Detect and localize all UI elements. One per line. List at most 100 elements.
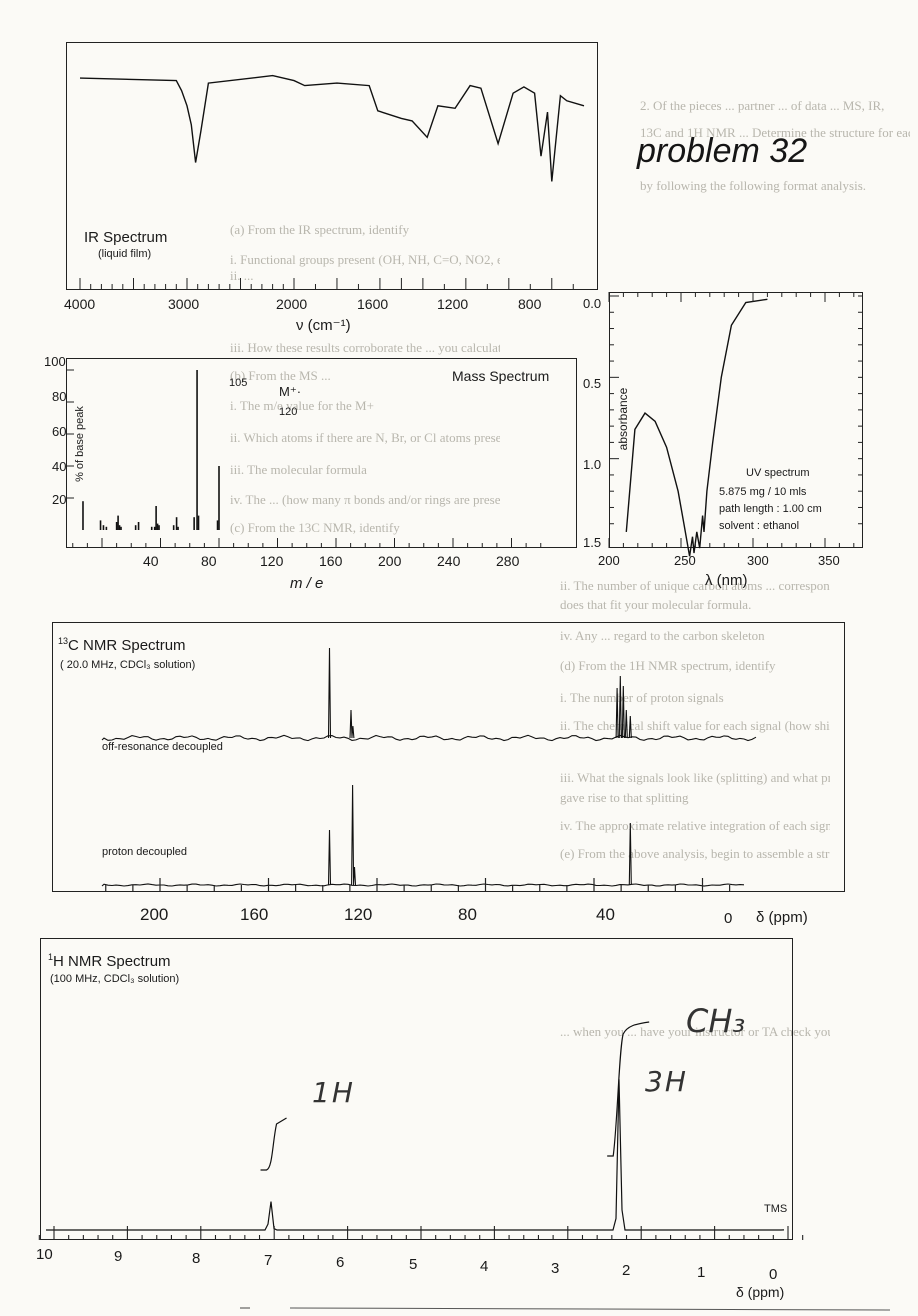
background-text-line: iv. The ... (how many π bonds and/or rin… [230, 492, 500, 507]
h1-tms-label: TMS [764, 1203, 788, 1215]
uv-y-tick: 0.0 [583, 296, 602, 311]
uv-y-tick: 1.0 [583, 457, 602, 472]
uv-legend-solvent: solvent : ethanol [719, 520, 800, 532]
ms-x-tick: 40 [143, 553, 159, 569]
ir-subtitle: (liquid film) [98, 248, 152, 260]
h1-x-tick: 0 [769, 1266, 778, 1283]
uv-y-tick: 1.5 [583, 535, 602, 550]
background-text-line: (e) From the above analysis, begin to as… [560, 846, 830, 861]
uv-legend-concentration: 5.875 mg / 10 mls [719, 486, 807, 498]
ms-y-tick: 40 [52, 459, 67, 474]
page-bottom-rule [240, 1307, 891, 1311]
h1-title-text: H NMR Spectrum [53, 953, 171, 970]
h1-x-tick: 4 [480, 1258, 489, 1275]
h1-x-tick: 1 [697, 1264, 706, 1281]
ir-plot-frame [66, 42, 598, 290]
ir-title: IR Spectrum [84, 229, 168, 246]
h1-x-tick: 7 [264, 1252, 273, 1269]
ms-y-tick: 60 [52, 424, 67, 439]
h1-annotation-ch3: CH₃ [686, 1002, 746, 1040]
background-text-line: iii. How these results corroborate the .… [230, 340, 500, 355]
background-text-line: ii. The number of unique carbon atoms ..… [560, 578, 830, 593]
uv-x-tick: 250 [674, 553, 696, 568]
background-text-line: gave rise to that splitting [560, 790, 689, 805]
background-text-line: iii. The molecular formula [230, 462, 367, 477]
background-text-line: (b) From the MS ... [230, 368, 331, 383]
ms-molecular-ion-value: 120 [279, 406, 298, 418]
c13-x-tick: 80 [458, 905, 477, 924]
background-text-line: ii. Which atoms if there are N, Br, or C… [230, 430, 500, 445]
ms-spectrum-plot [66, 369, 542, 548]
background-text-line: 2. Of the pieces ... partner ... of data… [640, 98, 885, 113]
c13-x-axis-label: δ (ppm) [756, 909, 808, 926]
h1-spectrum-plot [38, 1021, 804, 1240]
ms-x-tick: 80 [201, 553, 217, 569]
c13-offres-label: off-resonance decoupled [102, 741, 223, 753]
background-text-line: iv. Any ... regard to the carbon skeleto… [560, 628, 765, 643]
background-text-line: i. Functional groups present (OH, NH, C=… [230, 252, 500, 267]
c13-title: 13C NMR Spectrum [58, 636, 186, 654]
h1-x-tick: 5 [409, 1256, 418, 1273]
uv-y-axis-label: absorbance [616, 387, 630, 451]
uv-spectrum-plot [608, 292, 863, 557]
c13-x-tick: 160 [240, 905, 269, 924]
uv-legend-title: UV spectrum [746, 467, 810, 479]
h1-subtitle: (100 MHz, CDCl₃ solution) [50, 973, 180, 985]
background-text-line: ii. ... [230, 268, 254, 283]
ir-tick-label: 2000 [276, 296, 308, 312]
uv-x-tick: 350 [818, 553, 840, 568]
uv-plot-frame [609, 292, 863, 548]
h1-x-tick: 6 [336, 1254, 345, 1271]
c13-title-text: C NMR Spectrum [68, 637, 186, 654]
c13-title-superscript: 13 [58, 636, 69, 646]
h1-x-tick: 2 [622, 1262, 631, 1279]
background-text-line: ... when you ... have your instructor or… [560, 1024, 830, 1039]
h1-annotation-1h: 1H [312, 1076, 355, 1109]
ir-spectrum-plot [79, 74, 585, 290]
c13-x-tick: 120 [344, 905, 373, 924]
c13-subtitle: ( 20.0 MHz, CDCl₃ solution) [60, 659, 196, 671]
ms-molecular-ion-label: M⁺· [279, 384, 302, 399]
ir-tick-label: 1600 [357, 296, 389, 312]
ir-tick-label: 3000 [168, 296, 200, 312]
background-text-line: iii. What the signals look like (splitti… [560, 770, 830, 785]
ir-tick-label: 800 [518, 296, 542, 312]
h1-title: 1H NMR Spectrum [48, 952, 171, 970]
c13-plot-frame [52, 622, 845, 892]
ms-y-tick: 20 [52, 492, 67, 507]
c13-spectrum-plot [101, 647, 757, 892]
uv-y-tick: 0.5 [583, 376, 602, 391]
background-text-line: 13C and 1H NMR ... Determine the structu… [640, 125, 910, 140]
c13-decoupled-label: proton decoupled [102, 846, 188, 858]
ms-x-tick: 200 [378, 553, 402, 569]
h1-plot-frame [40, 938, 793, 1240]
ms-title: Mass Spectrum [452, 368, 550, 384]
h1-x-tick: 9 [114, 1248, 123, 1265]
background-text-line: iv. The approximate relative integration… [560, 818, 830, 833]
background-text-line: (a) From the IR spectrum, identify [230, 222, 410, 237]
ms-x-tick: 160 [319, 553, 343, 569]
background-text-line: by following the following format analys… [640, 178, 867, 193]
ir-tick-label: 1200 [437, 296, 469, 312]
c13-x-tick: 0 [724, 910, 733, 927]
h1-x-tick: 3 [551, 1260, 560, 1277]
background-text-line: (d) From the 1H NMR spectrum, identify [560, 658, 776, 673]
c13-x-tick: 200 [140, 905, 169, 924]
uv-x-axis-label: λ (nm) [705, 572, 748, 589]
ir-tick-label: 4000 [64, 296, 96, 312]
ms-y-tick: 100 [44, 354, 66, 369]
h1-x-tick: 8 [192, 1250, 201, 1267]
h1-x-tick: 10 [36, 1246, 53, 1263]
ir-x-axis-label: ν (cm⁻¹) [296, 317, 351, 334]
background-text-line: i. The m/e value for the M+ [230, 398, 374, 413]
h1-x-axis-label: δ (ppm) [736, 1284, 785, 1300]
ms-y-tick: 80 [52, 389, 67, 404]
background-text-line: does that fit your molecular formula. [560, 597, 752, 612]
ms-x-axis-label: m / e [290, 575, 324, 592]
ms-y-axis-label: % of base peak [74, 406, 86, 482]
h1-annotation-3h: 3H [645, 1065, 688, 1098]
background-text-line: i. The number of proton signals [560, 690, 724, 705]
ms-x-tick: 120 [260, 553, 284, 569]
c13-x-tick: 40 [596, 905, 615, 924]
ms-x-tick: 280 [496, 553, 520, 569]
